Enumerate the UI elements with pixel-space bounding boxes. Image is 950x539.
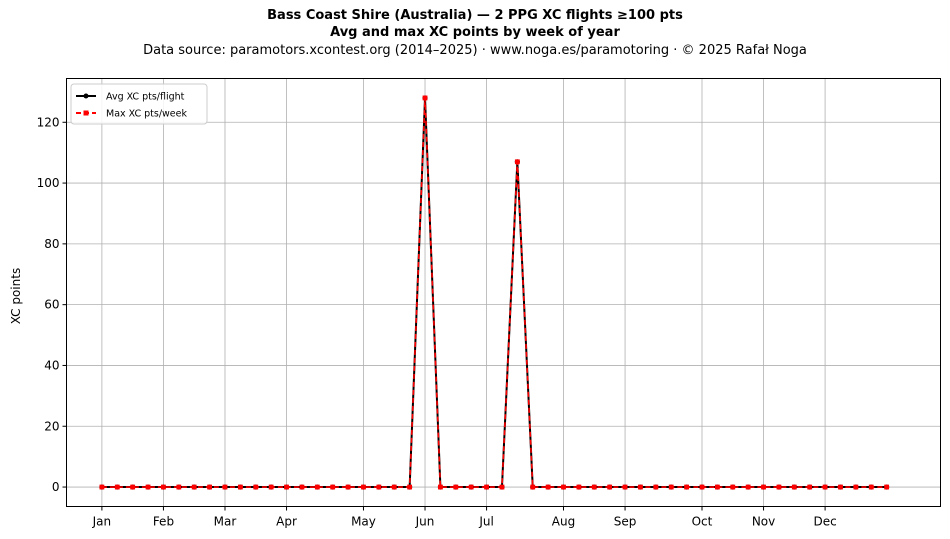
point-max-week-19 (391, 484, 397, 490)
y-tick-label-100: 100 (37, 176, 60, 190)
point-max-week-42 (745, 484, 751, 490)
point-max-week-5 (176, 484, 182, 490)
point-max-week-32 (591, 484, 597, 490)
point-max-week-29 (545, 484, 551, 490)
point-max-week-40 (714, 484, 720, 490)
point-max-week-44 (776, 484, 782, 490)
point-max-week-9 (237, 484, 243, 490)
legend-marker-max (83, 110, 89, 116)
y-tick-label-40: 40 (44, 358, 59, 372)
x-tick-label-mar: Mar (214, 515, 237, 529)
point-max-week-33 (607, 484, 613, 490)
point-max-week-11 (268, 484, 274, 490)
point-max-week-8 (222, 484, 228, 490)
series-max-xc-pts (99, 95, 890, 490)
point-max-week-49 (853, 484, 859, 490)
point-max-week-14 (314, 484, 320, 490)
point-max-week-41 (730, 484, 736, 490)
point-max-week-2 (130, 484, 136, 490)
point-max-week-38 (684, 484, 690, 490)
point-max-week-45 (791, 484, 797, 490)
point-max-week-51 (884, 484, 890, 490)
point-max-week-46 (807, 484, 813, 490)
legend: Avg XC pts/flight Max XC pts/week (70, 83, 208, 125)
chart-title: Bass Coast Shire (Australia) — 2 PPG XC … (267, 8, 683, 23)
point-max-week-7 (207, 484, 213, 490)
y-tick-label-0: 0 (52, 480, 60, 494)
point-max-week-28 (530, 484, 536, 490)
chart-subtitle: Avg and max XC points by week of year (330, 25, 620, 40)
data-source-note: Data source: paramotors.xcontest.org (20… (143, 43, 807, 58)
point-max-week-16 (345, 484, 351, 490)
series-line-1 (101, 97, 887, 488)
y-tick-label-20: 20 (44, 419, 59, 433)
point-max-week-47 (822, 484, 828, 490)
point-max-week-0 (99, 484, 105, 490)
point-max-week-35 (638, 484, 643, 490)
legend-label-avg: Avg XC pts/flight (106, 92, 185, 103)
point-max-week-12 (284, 484, 289, 490)
point-max-week-20 (407, 484, 413, 490)
point-max-week-3 (145, 484, 151, 490)
point-max-week-27 (514, 159, 520, 165)
series-avg-xc-pts (99, 95, 890, 490)
y-tick-label-80: 80 (44, 237, 59, 251)
point-max-week-17 (361, 484, 366, 490)
x-tick-label-jun: Jun (415, 515, 435, 529)
point-max-week-23 (453, 484, 459, 490)
y-axis-label: XC points (9, 268, 23, 324)
legend-box (70, 83, 208, 125)
point-max-week-36 (653, 484, 659, 490)
x-tick-label-jan: Jan (92, 515, 112, 529)
point-max-week-31 (576, 484, 582, 490)
point-max-week-22 (438, 484, 443, 490)
point-max-week-6 (191, 484, 197, 490)
x-tick-label-sep: Sep (614, 515, 637, 529)
point-max-week-34 (622, 484, 628, 490)
x-tick-label-apr: Apr (276, 515, 297, 529)
point-max-week-1 (114, 484, 120, 490)
point-max-week-13 (299, 484, 305, 490)
point-max-week-48 (838, 484, 843, 490)
x-tick-label-oct: Oct (692, 515, 713, 529)
x-tick-label-may: May (351, 515, 376, 529)
x-tick-label-feb: Feb (153, 515, 174, 529)
y-tick-label-60: 60 (44, 298, 59, 312)
series-line-0 (101, 96, 887, 489)
point-max-week-15 (330, 484, 336, 490)
point-max-week-24 (468, 484, 474, 490)
x-tick-label-jul: Jul (478, 515, 493, 529)
x-tick-label-nov: Nov (752, 515, 775, 529)
axes: Jan Feb Mar Apr May Jun Jul Aug Sep Oct Nov Dec 0 20 4… (37, 115, 837, 528)
point-max-week-30 (561, 484, 566, 490)
point-max-week-21 (422, 95, 428, 101)
x-tick-label-dec: Dec (813, 515, 836, 529)
point-max-week-25 (484, 484, 489, 490)
point-max-week-39 (699, 484, 705, 490)
point-max-week-37 (668, 484, 674, 490)
x-tick-label-aug: Aug (552, 515, 575, 529)
plot-frame (66, 78, 941, 507)
point-max-week-10 (253, 484, 259, 490)
y-tick-label-120: 120 (37, 115, 60, 129)
point-max-week-50 (868, 484, 874, 490)
legend-marker-avg (83, 93, 89, 99)
point-max-week-43 (761, 484, 766, 490)
point-max-week-18 (376, 484, 382, 490)
legend-label-max: Max XC pts/week (106, 109, 187, 120)
point-max-week-26 (499, 484, 505, 490)
point-max-week-4 (161, 484, 166, 490)
